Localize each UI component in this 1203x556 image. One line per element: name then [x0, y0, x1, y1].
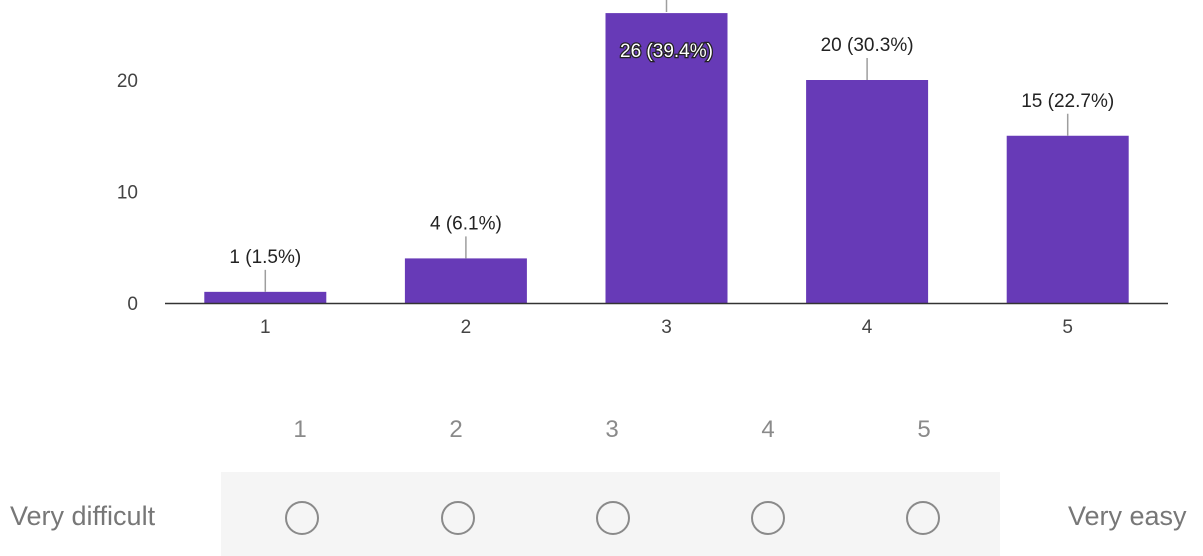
x-tick-label: 1	[260, 317, 271, 338]
radio-option-5[interactable]	[906, 501, 940, 535]
x-tick-label: 2	[461, 317, 472, 338]
bar-chart-svg: 0 10 20 1 2 3 4 5 1 (1.5%) 4 (6.1%) 26 (39.4%) 20 (…	[117, 0, 1168, 338]
x-tick-label: 3	[661, 317, 672, 338]
data-label: 20 (30.3%)	[821, 35, 914, 56]
y-tick-label: 0	[127, 294, 138, 315]
bar-chart: 0 10 20 1 2 3 4 5 1 (1.5%) 4 (6.1%) 26 (39.4%) 20 (…	[117, 0, 1168, 338]
x-tick-label: 4	[862, 317, 873, 338]
data-label: 15 (22.7%)	[1021, 91, 1114, 112]
data-label: 4 (6.1%)	[430, 213, 502, 234]
x-tick-label: 5	[1062, 317, 1073, 338]
radio-option-4[interactable]	[751, 501, 785, 535]
radio-option-2[interactable]	[441, 501, 475, 535]
radio-option-1[interactable]	[285, 501, 319, 535]
scale-header-2: 2	[449, 416, 463, 443]
bar	[806, 80, 929, 303]
linear-scale-question: 1 2 3 4 5 Very difficult Very easy	[0, 400, 1203, 556]
y-tick-label: 10	[117, 183, 138, 204]
scale-header-3: 3	[605, 416, 619, 443]
low-end-label: Very difficult	[10, 501, 156, 531]
bar	[605, 13, 728, 303]
high-end-label: Very easy	[1068, 501, 1187, 531]
radio-option-3[interactable]	[596, 501, 630, 535]
scale-header-1: 1	[293, 416, 307, 443]
y-tick-label: 20	[117, 71, 138, 92]
scale-header-4: 4	[761, 416, 775, 443]
data-label: 26 (39.4%)	[620, 41, 713, 62]
data-label: 1 (1.5%)	[229, 247, 301, 268]
bar	[404, 258, 527, 303]
scale-header-5: 5	[917, 416, 931, 443]
bar	[1006, 135, 1129, 303]
bar	[204, 291, 327, 303]
